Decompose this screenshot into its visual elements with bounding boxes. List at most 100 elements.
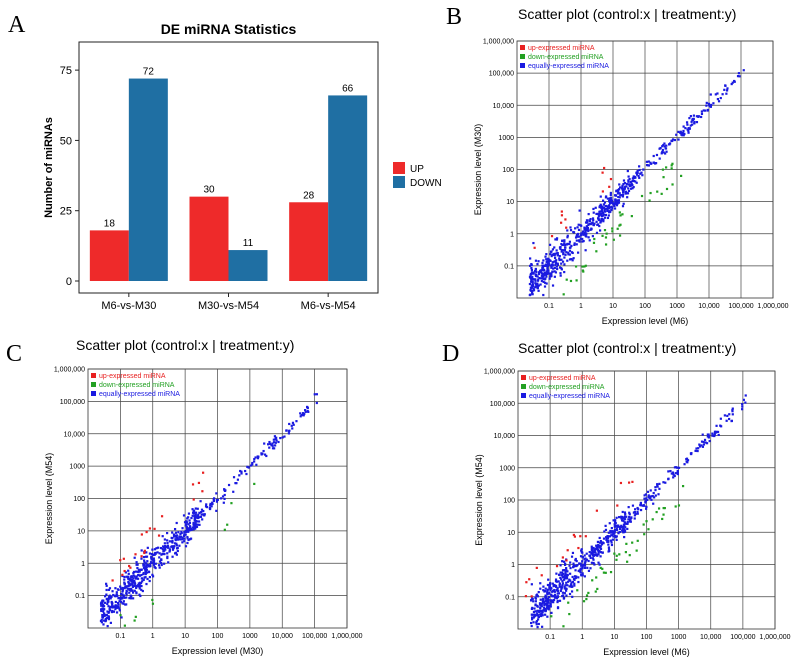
point-equal — [158, 556, 161, 559]
point-equal — [127, 580, 130, 584]
point-equal — [531, 613, 534, 616]
point-equal — [256, 455, 259, 458]
point-equal — [658, 157, 661, 160]
point-equal — [140, 557, 143, 560]
point-equal — [561, 239, 564, 242]
point-equal — [588, 550, 591, 554]
point-equal — [194, 511, 198, 514]
point-equal — [546, 588, 549, 591]
point-equal — [634, 180, 637, 183]
point-equal — [171, 539, 174, 543]
y-tick-label: 10,000 — [64, 431, 86, 438]
point-equal — [540, 279, 543, 283]
point-equal — [554, 584, 558, 588]
point-equal — [142, 563, 145, 566]
point-equal — [223, 493, 226, 497]
point-equal — [602, 220, 605, 223]
point-equal — [610, 543, 614, 547]
point-equal — [667, 477, 670, 480]
point-equal — [547, 578, 550, 581]
point-equal — [168, 540, 171, 543]
point-equal — [134, 570, 138, 573]
point-equal — [624, 185, 627, 188]
point-down — [624, 551, 627, 554]
y-axis-label: Expression level (M54) — [44, 453, 54, 545]
point-equal — [630, 182, 633, 185]
point-equal — [138, 593, 141, 596]
point-equal — [569, 579, 572, 582]
point-down — [625, 542, 628, 545]
y-tick-label: 100,000 — [489, 71, 514, 78]
panel-letter-c: C — [6, 341, 23, 367]
point-equal — [560, 571, 564, 574]
point-equal — [609, 191, 612, 195]
point-equal — [167, 546, 170, 549]
point-equal — [705, 442, 709, 445]
point-up — [111, 579, 114, 582]
point-equal — [558, 246, 562, 249]
point-equal — [200, 508, 204, 511]
point-up — [565, 559, 568, 562]
point-equal — [686, 459, 690, 462]
point-equal — [543, 273, 546, 277]
point-equal — [588, 554, 591, 557]
point-equal — [561, 576, 564, 579]
point-equal — [215, 509, 218, 512]
point-equal — [601, 205, 604, 208]
point-equal — [101, 607, 104, 611]
x-tick-label: 0.1 — [544, 303, 554, 310]
point-equal — [658, 147, 661, 150]
point-equal — [119, 600, 123, 603]
point-equal — [195, 525, 199, 528]
point-equal — [541, 276, 544, 279]
point-equal — [269, 442, 272, 445]
point-equal — [587, 559, 590, 563]
point-equal — [662, 481, 665, 484]
point-equal — [716, 97, 719, 101]
point-equal — [166, 542, 169, 545]
point-equal — [561, 572, 565, 575]
point-equal — [571, 595, 574, 598]
point-down — [618, 553, 621, 556]
point-equal — [192, 523, 195, 526]
point-equal — [536, 282, 539, 285]
point-equal — [614, 522, 617, 525]
point-equal — [669, 469, 672, 473]
point-equal — [136, 577, 140, 580]
point-equal — [186, 541, 189, 545]
point-equal — [124, 571, 127, 574]
point-equal — [625, 182, 628, 186]
point-equal — [548, 586, 551, 589]
point-equal — [667, 470, 670, 473]
point-equal — [537, 260, 540, 263]
point-equal — [287, 432, 291, 435]
point-equal — [646, 490, 650, 493]
point-equal — [574, 557, 577, 561]
point-equal — [634, 512, 637, 516]
point-equal — [137, 582, 140, 585]
point-up — [555, 565, 559, 568]
point-equal — [658, 487, 661, 490]
point-down — [648, 199, 651, 202]
point-up — [129, 566, 132, 569]
point-equal — [622, 519, 625, 523]
point-equal — [211, 501, 214, 504]
point-equal — [599, 204, 602, 207]
point-equal — [731, 407, 734, 410]
point-equal — [172, 546, 175, 549]
point-equal — [572, 564, 575, 567]
point-equal — [711, 434, 714, 437]
point-equal — [625, 185, 628, 188]
point-equal — [152, 557, 155, 560]
point-equal — [223, 488, 226, 491]
scatter-chart-c: Scatter plot (control:x | treatment:y)0.… — [44, 337, 363, 656]
point-equal — [645, 160, 649, 163]
point-up — [579, 535, 582, 538]
point-equal — [555, 252, 558, 255]
point-equal — [107, 611, 110, 614]
point-equal — [193, 514, 196, 517]
point-equal — [540, 605, 543, 608]
point-equal — [611, 534, 614, 537]
point-equal — [564, 587, 568, 590]
